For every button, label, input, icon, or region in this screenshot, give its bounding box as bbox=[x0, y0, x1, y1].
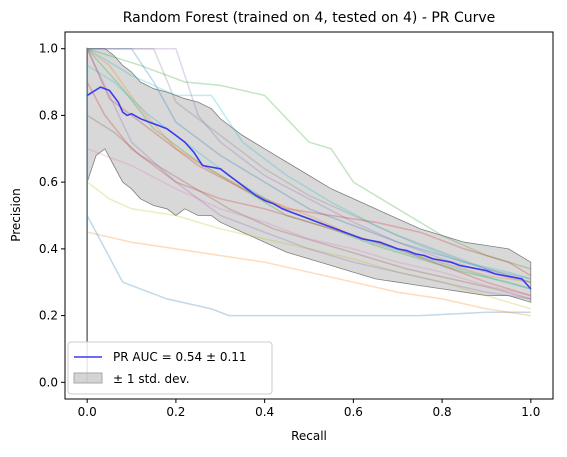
y-tick-label: 0.0 bbox=[39, 375, 58, 389]
x-axis-ticks: 0.0 0.2 0.4 0.6 0.8 1.0 bbox=[78, 399, 540, 419]
legend-std-label: ± 1 std. dev. bbox=[113, 372, 190, 386]
std-band bbox=[86, 48, 532, 303]
x-tick-label: 0.8 bbox=[433, 405, 452, 419]
mean-pr-curve bbox=[86, 86, 532, 290]
chart-title: Random Forest (trained on 4, tested on 4… bbox=[123, 10, 496, 26]
fold-curve-1 bbox=[86, 47, 532, 383]
legend-std-swatch bbox=[73, 372, 103, 384]
plot-frame bbox=[64, 31, 554, 400]
legend-mean-label: PR AUC = 0.54 ± 0.11 bbox=[113, 350, 247, 364]
fold-curves-layer bbox=[86, 46, 532, 383]
x-tick-label: 0.2 bbox=[166, 405, 185, 419]
fold-curve-13 bbox=[86, 231, 531, 383]
fold-curve-7 bbox=[86, 147, 531, 383]
y-tick-label: 1.0 bbox=[39, 42, 58, 56]
y-axis-label: Precision bbox=[9, 188, 23, 242]
y-tick-label: 0.8 bbox=[39, 108, 58, 122]
y-axis-ticks: 0.0 0.2 0.4 0.6 0.8 1.0 bbox=[39, 42, 65, 389]
fold-curve-15 bbox=[86, 48, 531, 383]
x-tick-label: 0.0 bbox=[78, 405, 97, 419]
mean-curve-layer bbox=[86, 86, 532, 290]
x-tick-label: 0.6 bbox=[344, 405, 363, 419]
fold-curve-10 bbox=[86, 47, 532, 383]
fold-curve-12 bbox=[86, 47, 532, 383]
y-tick-label: 0.6 bbox=[39, 175, 58, 189]
y-tick-label: 0.2 bbox=[39, 309, 58, 323]
x-tick-label: 1.0 bbox=[521, 405, 540, 419]
fold-curve-8 bbox=[86, 47, 531, 383]
fold-curve-3 bbox=[86, 46, 532, 383]
std-band-layer bbox=[86, 48, 532, 303]
fold-curve-2 bbox=[86, 47, 531, 383]
legend-box bbox=[67, 341, 273, 395]
fold-curve-6 bbox=[86, 114, 532, 383]
x-tick-label: 0.4 bbox=[255, 405, 274, 419]
y-tick-label: 0.4 bbox=[39, 242, 58, 256]
fold-curve-4 bbox=[86, 81, 532, 383]
fold-curve-11 bbox=[86, 215, 531, 383]
legend: PR AUC = 0.54 ± 0.11 ± 1 std. dev. bbox=[67, 341, 273, 395]
fold-curve-9 bbox=[86, 180, 532, 383]
x-axis-label: Recall bbox=[291, 429, 327, 443]
fold-curve-14 bbox=[86, 48, 532, 383]
